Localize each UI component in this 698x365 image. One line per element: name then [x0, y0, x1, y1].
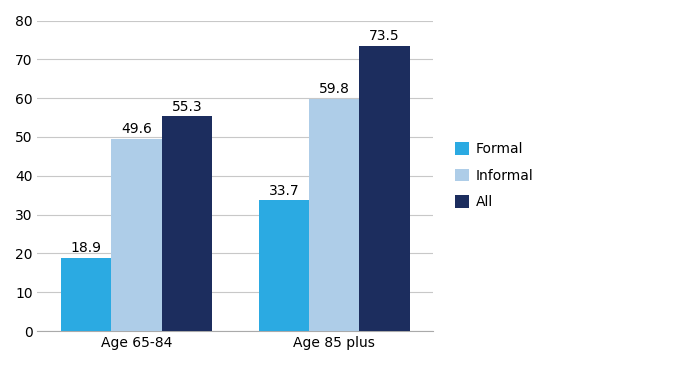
Bar	[309, 99, 359, 331]
Bar	[161, 116, 212, 331]
Legend: Formal, Informal, All: Formal, Informal, All	[448, 135, 540, 216]
Text: 73.5: 73.5	[369, 29, 400, 43]
Text: 59.8: 59.8	[319, 82, 350, 96]
Text: 49.6: 49.6	[121, 122, 152, 136]
Bar	[359, 46, 410, 331]
Bar	[61, 258, 111, 331]
Bar	[259, 200, 309, 331]
Bar	[111, 139, 161, 331]
Text: 55.3: 55.3	[172, 100, 202, 114]
Text: 33.7: 33.7	[269, 184, 299, 197]
Text: 18.9: 18.9	[70, 241, 101, 255]
